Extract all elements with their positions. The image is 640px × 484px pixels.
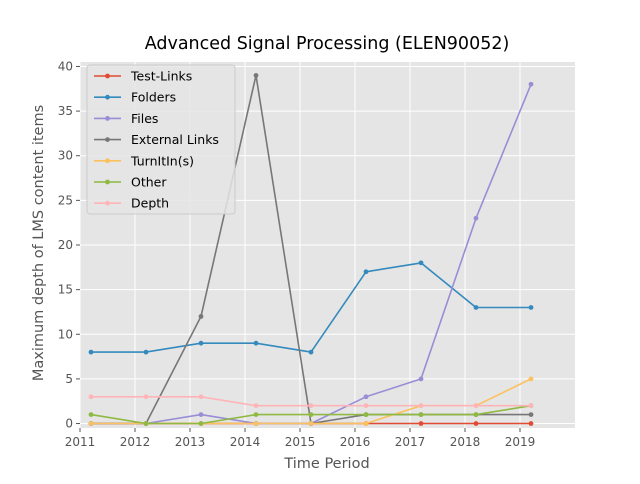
y-axis: 0 5 10 15 20 25 30 35 40 (58, 59, 80, 431)
legend: Test-Links Folders Files External Links Turn… (86, 64, 236, 215)
legend-swatch-marker (105, 158, 110, 164)
data-point (473, 403, 479, 409)
data-point (363, 269, 369, 275)
legend-box (86, 64, 236, 215)
data-point (88, 349, 94, 355)
data-point (363, 421, 369, 426)
data-point (143, 349, 149, 355)
y-tick-label: 20 (58, 238, 73, 252)
data-point (473, 305, 479, 310)
y-tick-label: 25 (58, 193, 73, 207)
legend-label: Depth (131, 196, 169, 211)
data-point (308, 412, 314, 418)
chart-title: Advanced Signal Processing (ELEN90052) (145, 34, 510, 54)
data-point (308, 403, 314, 409)
legend-swatch-marker (105, 94, 110, 100)
series-depth (88, 394, 534, 409)
legend-label: TurnItIn(s) (130, 153, 194, 168)
data-point (418, 376, 424, 382)
legend-label: Test-Links (130, 69, 192, 84)
legend-label: External Links (131, 132, 219, 147)
y-tick-label: 0 (65, 417, 73, 431)
data-point (528, 305, 534, 310)
y-tick-label: 35 (58, 104, 73, 118)
legend-label: Other (131, 175, 167, 190)
x-tick-label: 2014 (230, 435, 261, 449)
x-axis: 2011 2012 2013 2014 2015 2016 2017 2018 2019 (65, 428, 536, 449)
data-point (143, 421, 149, 426)
y-tick-label: 10 (58, 327, 73, 341)
data-point (473, 421, 479, 426)
x-tick-label: 2013 (175, 435, 206, 449)
data-point (528, 412, 534, 418)
data-point (473, 412, 479, 418)
y-axis-label: Maximum depth of LMS content items (31, 105, 47, 381)
legend-swatch-marker (105, 179, 110, 185)
y-tick-label: 15 (58, 283, 73, 297)
x-tick-label: 2019 (505, 435, 536, 449)
data-point (418, 421, 424, 426)
grid (79, 62, 575, 428)
data-point (418, 403, 424, 409)
legend-item: Depth (94, 196, 169, 211)
data-point (143, 394, 149, 400)
data-point (418, 260, 424, 266)
legend-swatch-marker (105, 137, 110, 143)
x-tick-label: 2016 (340, 435, 371, 449)
legend-item: Folders (94, 90, 176, 105)
data-point (253, 421, 259, 426)
data-point (528, 81, 534, 87)
data-point (253, 72, 259, 78)
legend-label: Files (131, 111, 158, 126)
data-point (88, 394, 94, 400)
legend-item: External Links (94, 132, 219, 147)
y-tick-label: 5 (65, 372, 73, 386)
legend-label: Folders (131, 90, 176, 105)
x-tick-label: 2018 (450, 435, 481, 449)
series-group (88, 72, 534, 426)
legend-swatch-marker (105, 116, 110, 121)
legend-item: TurnItIn(s) (94, 153, 194, 168)
x-tick-label: 2015 (285, 435, 316, 449)
data-point (473, 215, 479, 221)
data-point (418, 412, 424, 418)
x-tick-label: 2017 (395, 435, 426, 449)
legend-item: Test-Links (94, 69, 192, 84)
legend-swatch-marker (105, 200, 110, 206)
data-point (363, 403, 369, 409)
data-point (253, 340, 259, 346)
legend-swatch-marker (105, 73, 110, 79)
data-point (198, 412, 204, 418)
data-point (363, 394, 369, 400)
data-point (88, 412, 94, 418)
data-point (198, 421, 204, 426)
data-point (198, 340, 204, 346)
y-tick-label: 30 (58, 149, 73, 163)
data-point (308, 349, 314, 355)
y-tick-label: 40 (58, 59, 73, 73)
legend-item: Other (94, 175, 167, 190)
data-point (198, 394, 204, 400)
data-point (363, 412, 369, 418)
data-point (528, 376, 534, 382)
legend-item: Files (94, 111, 158, 126)
data-point (308, 421, 314, 426)
data-point (253, 403, 259, 409)
data-point (253, 412, 259, 418)
data-point (528, 403, 534, 409)
x-axis-label: Time Period (283, 456, 369, 472)
x-tick-label: 2011 (65, 435, 96, 449)
series-folders (88, 260, 534, 355)
data-point (528, 421, 534, 426)
data-point (198, 314, 204, 319)
x-tick-label: 2012 (120, 435, 151, 449)
data-point (88, 421, 94, 426)
